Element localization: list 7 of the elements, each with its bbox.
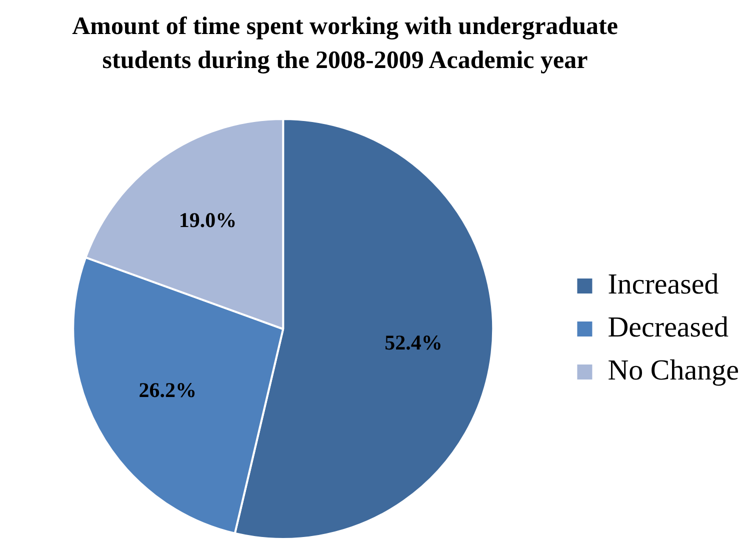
data-label: 52.4%: [384, 330, 442, 355]
data-label: 26.2%: [138, 378, 197, 402]
legend-label: Increased: [608, 268, 720, 301]
data-label: 19.0%: [178, 208, 237, 232]
legend-label: Decreased: [608, 312, 729, 344]
legend-label: No Change: [608, 354, 739, 387]
chart-title: Amount of time spent working with undergraduate students during the 2008-2009 Academic year: [71, 12, 619, 76]
